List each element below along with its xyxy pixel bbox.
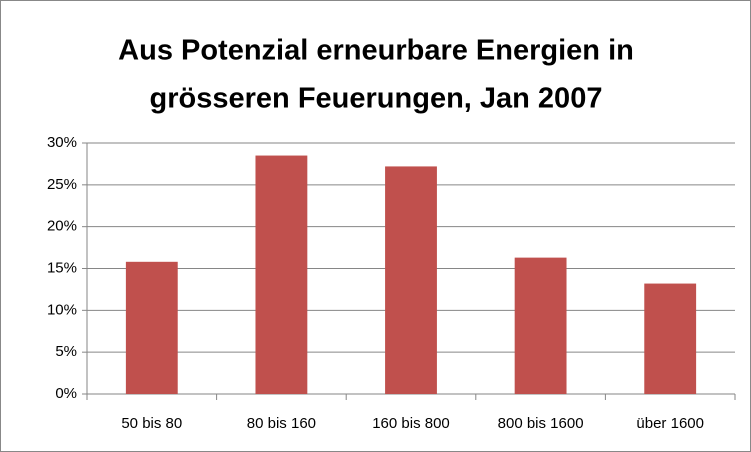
bar — [514, 257, 567, 394]
bar — [125, 261, 178, 394]
x-tick-label: 50 bis 80 — [121, 415, 182, 432]
y-tick-label: 0% — [55, 385, 77, 402]
chart-title: grösseren Feuerungen, Jan 2007 — [150, 83, 603, 115]
bar — [255, 155, 308, 394]
x-tick-label: 80 bis 160 — [247, 415, 316, 432]
y-tick-label: 10% — [47, 301, 77, 318]
bar — [644, 283, 697, 394]
y-tick-label: 30% — [47, 134, 77, 151]
y-tick-label: 5% — [55, 343, 77, 360]
x-tick-label: 800 bis 1600 — [498, 415, 584, 432]
x-tick-label: 160 bis 800 — [372, 415, 450, 432]
y-tick-label: 25% — [47, 176, 77, 193]
y-tick-label: 20% — [47, 218, 77, 235]
x-tick-label: über 1600 — [636, 415, 704, 432]
y-tick-label: 15% — [47, 259, 77, 276]
chart-title: Aus Potenzial erneurbare Energien in — [118, 35, 634, 67]
bar — [385, 166, 437, 394]
